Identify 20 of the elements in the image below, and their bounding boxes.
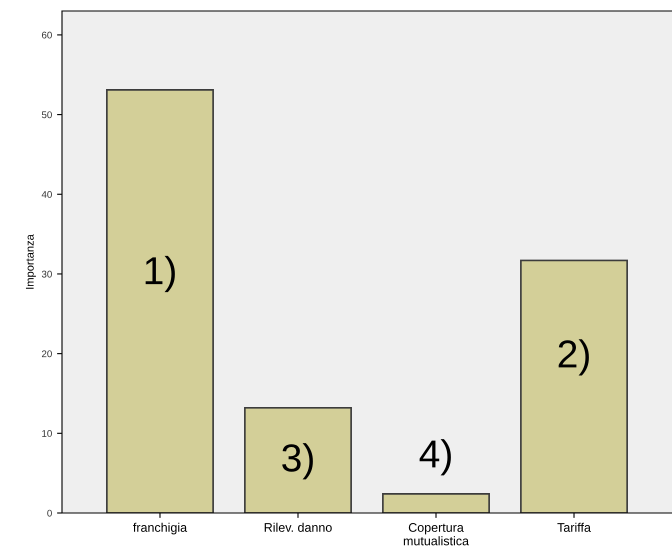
annotation: 1): [146, 256, 175, 292]
annotation: 4): [420, 439, 451, 476]
annotation: 3): [282, 443, 313, 480]
bar: [106, 89, 214, 513]
y-tick-label: 40: [42, 191, 52, 198]
y-tick-label: 50: [42, 111, 52, 118]
y-tick-label: 60: [42, 32, 52, 39]
y-tick-label: 10: [42, 430, 52, 437]
y-tick-label: 30: [42, 270, 52, 278]
x-tick-label: franchigia: [133, 522, 188, 534]
bar: [244, 406, 352, 513]
bar: [520, 260, 628, 513]
annotation: 2): [558, 339, 589, 376]
x-tick-label: Rilev. danno: [264, 522, 332, 532]
y-tick-label: 20: [42, 350, 52, 358]
y-tick-label: 0: [47, 510, 52, 517]
x-tick-label: Tariffa: [557, 522, 591, 532]
y-axis-title: Importanza: [26, 234, 36, 289]
x-tick-label: Copertura mutualistica: [404, 523, 470, 546]
bar: [382, 493, 490, 513]
